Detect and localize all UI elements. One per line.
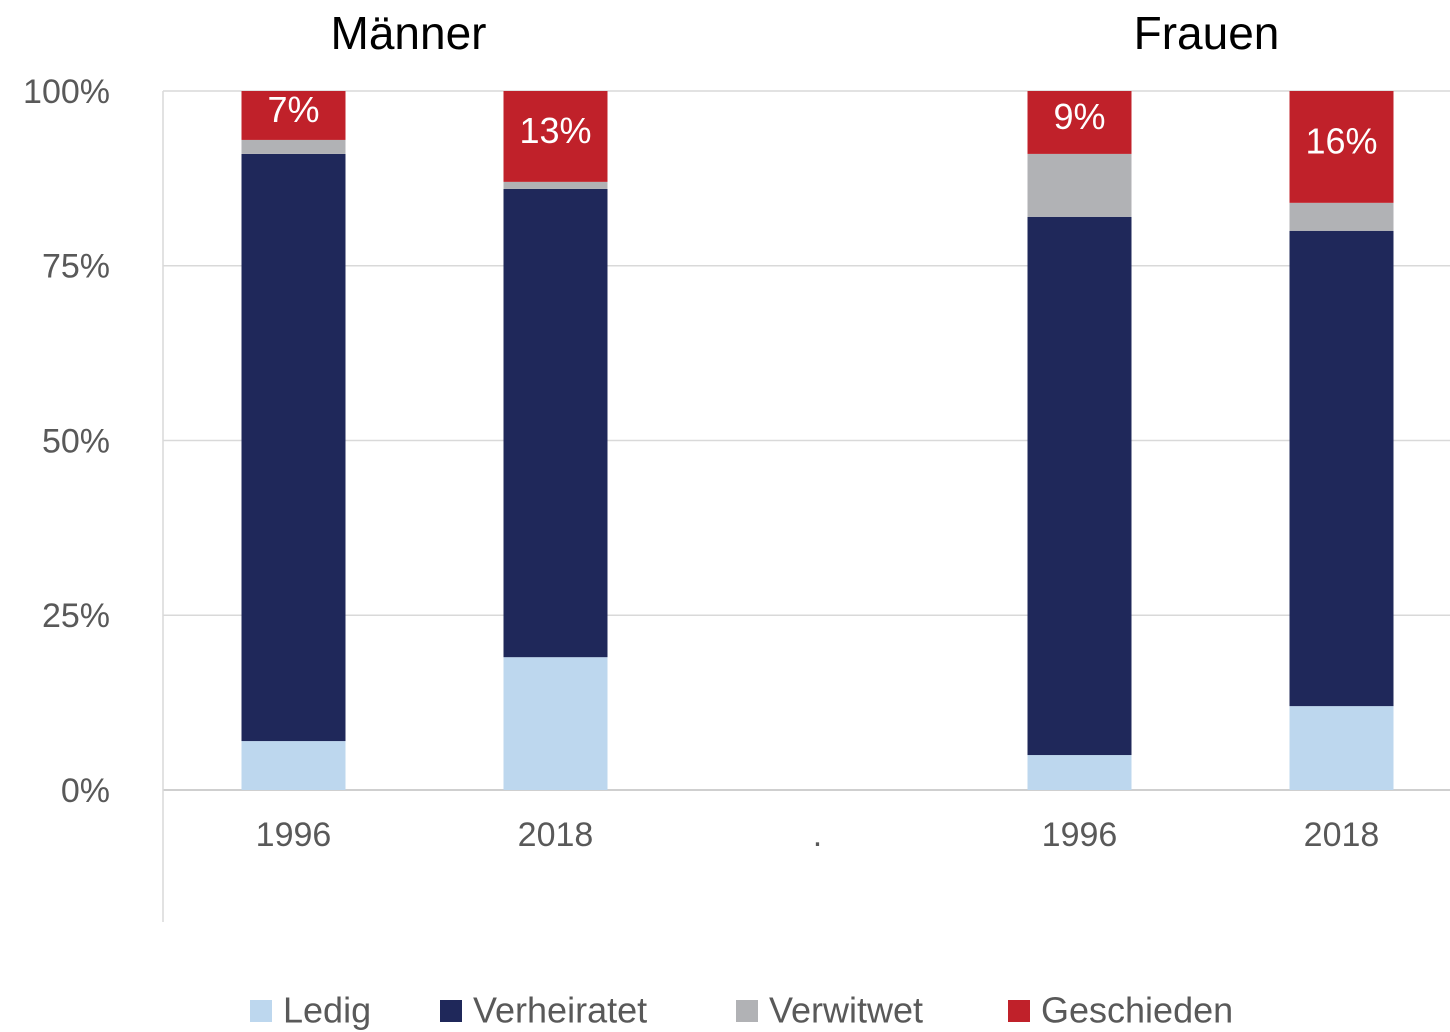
bar-segment <box>1289 706 1394 790</box>
x-tick-label: 2018 <box>518 816 594 854</box>
y-tick-label: 50% <box>42 422 110 460</box>
bar-segment <box>241 139 346 154</box>
bar-segment <box>241 153 346 742</box>
data-label: 13% <box>519 110 591 151</box>
bar-segment <box>241 91 346 140</box>
data-label: 7% <box>267 89 319 130</box>
bar-segment <box>1289 202 1394 231</box>
legend-swatch <box>736 1000 758 1022</box>
group-label: Männer <box>331 7 487 59</box>
bar-segment <box>1027 755 1132 790</box>
y-tick-label: 0% <box>61 772 110 810</box>
legend-swatch <box>1008 1000 1030 1022</box>
x-tick-label: . <box>813 816 822 854</box>
bar-segment <box>503 188 608 658</box>
y-tick-label: 25% <box>42 597 110 635</box>
bar-segment <box>503 181 608 189</box>
bar-segment <box>1027 91 1132 154</box>
x-tick-label: 1996 <box>1042 816 1118 854</box>
legend-swatch <box>440 1000 462 1022</box>
bar-segment <box>1289 230 1394 707</box>
legend-label: Geschieden <box>1041 990 1233 1031</box>
bar-segment <box>503 657 608 790</box>
bar-segment <box>1027 216 1132 756</box>
x-tick-label: 1996 <box>256 816 332 854</box>
x-tick-label: 2018 <box>1304 816 1380 854</box>
group-label: Frauen <box>1134 7 1280 59</box>
legend-label: Verwitwet <box>769 990 923 1031</box>
data-label: 9% <box>1053 96 1105 137</box>
bar-segment <box>241 741 346 790</box>
y-tick-label: 75% <box>42 248 110 286</box>
legend-swatch <box>250 1000 272 1022</box>
bar-segment <box>1027 153 1132 217</box>
legend-label: Verheiratet <box>473 990 647 1031</box>
legend-label: Ledig <box>283 990 371 1031</box>
bar-segment <box>1289 91 1394 203</box>
data-label: 16% <box>1305 120 1377 161</box>
y-tick-label: 100% <box>23 73 110 111</box>
bar-segment <box>503 91 608 182</box>
